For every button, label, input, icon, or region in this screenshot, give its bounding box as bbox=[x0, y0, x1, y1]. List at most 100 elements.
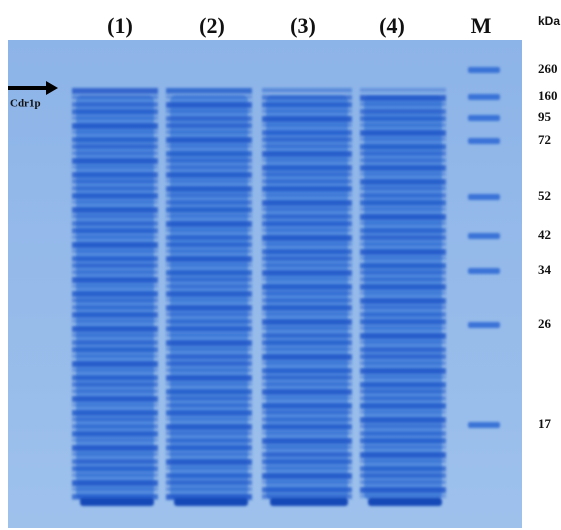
protein-band bbox=[72, 368, 158, 372]
marker-band bbox=[468, 94, 500, 100]
protein-band bbox=[166, 480, 252, 485]
protein-band bbox=[166, 410, 252, 416]
protein-band bbox=[262, 137, 352, 142]
protein-band bbox=[360, 417, 446, 423]
protein-band bbox=[262, 347, 352, 351]
protein-band bbox=[360, 116, 446, 121]
protein-band bbox=[360, 277, 446, 282]
protein-band bbox=[72, 249, 158, 253]
protein-band bbox=[72, 263, 158, 268]
protein-band bbox=[72, 137, 158, 142]
protein-band bbox=[262, 102, 352, 107]
protein-band bbox=[72, 340, 158, 345]
protein-band bbox=[360, 95, 446, 101]
protein-band bbox=[262, 277, 352, 281]
protein-band bbox=[360, 130, 446, 136]
protein-band bbox=[72, 396, 158, 402]
marker-label: 42 bbox=[538, 227, 551, 242]
protein-band bbox=[360, 200, 446, 206]
protein-band bbox=[262, 298, 352, 303]
protein-band bbox=[262, 214, 352, 219]
protein-band bbox=[262, 459, 352, 464]
protein-band bbox=[360, 151, 446, 156]
marker-band bbox=[468, 322, 500, 328]
protein-band bbox=[166, 186, 252, 192]
protein-band bbox=[72, 445, 158, 451]
protein-band bbox=[72, 389, 158, 393]
protein-band bbox=[166, 445, 252, 451]
marker-label: 34 bbox=[538, 262, 552, 277]
protein-band bbox=[360, 403, 446, 409]
protein-band bbox=[72, 207, 158, 213]
protein-band bbox=[166, 151, 252, 157]
protein-band bbox=[360, 340, 446, 344]
protein-band bbox=[360, 473, 446, 478]
protein-band bbox=[262, 410, 352, 415]
marker-label: 26 bbox=[538, 316, 552, 331]
protein-band bbox=[72, 270, 158, 274]
protein-band bbox=[166, 95, 252, 99]
protein-band bbox=[360, 494, 446, 498]
marker-band bbox=[468, 268, 500, 274]
protein-band bbox=[360, 221, 446, 225]
protein-band bbox=[360, 165, 446, 171]
protein-band bbox=[72, 214, 158, 218]
dye-front bbox=[80, 498, 154, 506]
unit-label: kDa bbox=[538, 14, 560, 28]
protein-band bbox=[166, 207, 252, 213]
protein-band bbox=[72, 452, 158, 456]
protein-band bbox=[360, 263, 446, 269]
protein-band bbox=[72, 312, 158, 318]
protein-band bbox=[166, 312, 252, 317]
protein-band bbox=[262, 123, 352, 127]
protein-band bbox=[72, 305, 158, 310]
protein-band bbox=[72, 130, 158, 134]
marker-label: 260 bbox=[538, 61, 558, 76]
protein-band bbox=[360, 347, 446, 352]
protein-band bbox=[166, 130, 252, 134]
protein-band bbox=[360, 396, 446, 401]
protein-band bbox=[360, 186, 446, 191]
protein-band bbox=[72, 375, 158, 380]
marker-band bbox=[468, 233, 500, 239]
protein-band bbox=[166, 417, 252, 421]
protein-band bbox=[72, 361, 158, 367]
protein-band bbox=[72, 221, 158, 226]
protein-band bbox=[360, 207, 446, 211]
protein-band bbox=[166, 172, 252, 178]
protein-band bbox=[166, 396, 252, 401]
protein-band bbox=[360, 438, 446, 444]
protein-band bbox=[360, 249, 446, 255]
protein-band bbox=[166, 340, 252, 346]
protein-band bbox=[72, 109, 158, 114]
protein-band bbox=[166, 438, 252, 443]
protein-band bbox=[360, 214, 446, 220]
protein-band bbox=[360, 179, 446, 185]
protein-band bbox=[166, 319, 252, 324]
protein-band bbox=[360, 319, 446, 325]
protein-band bbox=[262, 207, 352, 211]
protein-band bbox=[262, 172, 352, 177]
protein-band bbox=[262, 417, 352, 422]
protein-band bbox=[166, 298, 252, 302]
marker-band bbox=[468, 422, 500, 428]
protein-band bbox=[166, 333, 252, 337]
protein-band bbox=[72, 277, 158, 283]
protein-band bbox=[166, 165, 252, 170]
protein-band bbox=[360, 88, 446, 92]
protein-band bbox=[262, 158, 352, 162]
protein-band bbox=[72, 284, 158, 288]
lane-label: (1) bbox=[107, 13, 133, 38]
protein-band bbox=[72, 410, 158, 416]
protein-band bbox=[262, 242, 352, 246]
protein-band bbox=[72, 116, 158, 120]
protein-band bbox=[262, 354, 352, 360]
marker-band bbox=[468, 194, 500, 200]
protein-band bbox=[360, 354, 446, 359]
protein-band bbox=[166, 214, 252, 218]
protein-band bbox=[360, 312, 446, 317]
protein-band bbox=[166, 242, 252, 247]
protein-band bbox=[72, 242, 158, 248]
protein-band bbox=[262, 431, 352, 435]
protein-band bbox=[262, 368, 352, 374]
